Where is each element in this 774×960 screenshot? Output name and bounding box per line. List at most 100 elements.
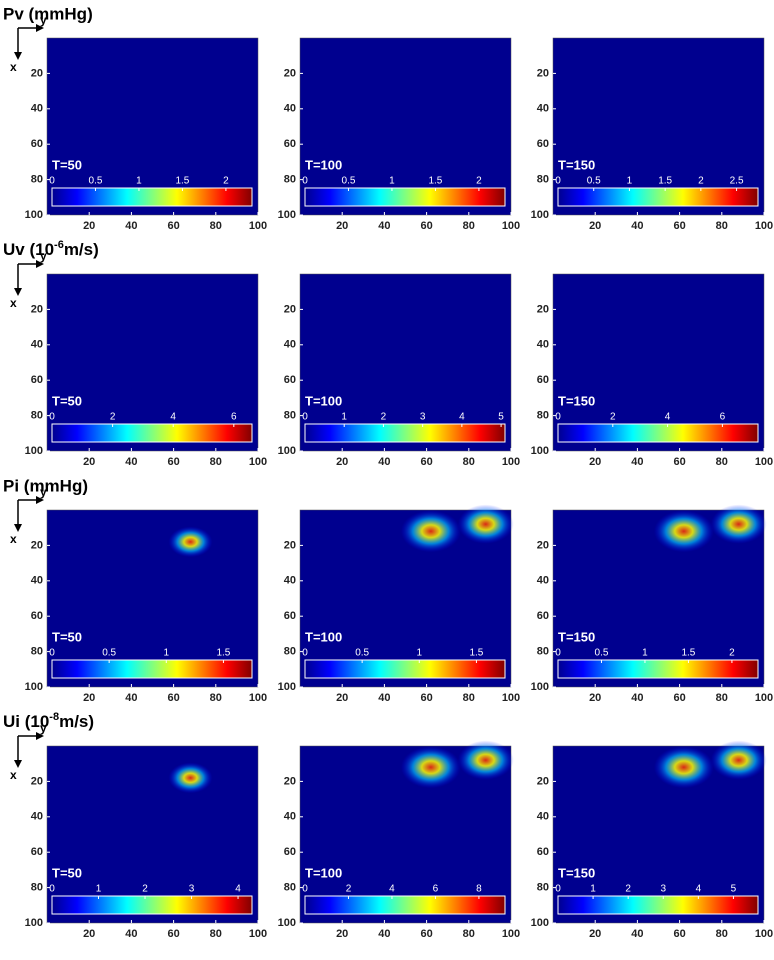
y-tick-label: 100 [531,917,549,929]
y-tick-label: 40 [31,811,43,823]
panel-label: T=150 [558,157,595,172]
x-tick-label: 40 [378,692,390,704]
x-tick-label: 100 [755,928,773,940]
colorbar-tick-label: 1 [417,648,423,659]
colorbar-tick-label: 0.5 [342,176,356,187]
x-tick-label: 40 [378,220,390,232]
axis-label: x [10,60,17,74]
colorbar-tick-label: 1 [590,884,596,895]
title-text: m/s) [64,240,99,259]
y-tick-label: 20 [284,539,296,551]
arrow-head [14,760,22,768]
y-tick-label: 40 [284,575,296,587]
y-tick-label: 40 [537,811,549,823]
x-tick-label: 60 [673,928,685,940]
x-tick-label: 40 [631,456,643,468]
colorbar [557,895,759,915]
x-tick-label: 40 [125,456,137,468]
y-tick-label: 40 [31,339,43,351]
x-tick-label: 60 [673,220,685,232]
y-tick-label: 100 [25,681,43,693]
y-tick-label: 80 [31,410,43,422]
x-tick-label: 100 [755,220,773,232]
title-text: Ui (10 [3,712,49,731]
colorbar-tick-label: 1.5 [428,176,442,187]
colorbar-tick-label: 3 [189,884,195,895]
y-tick-label: 100 [278,445,296,457]
y-tick-label: 60 [537,610,549,622]
colorbar-tick-label: 2 [142,884,148,895]
axis-label: y [40,249,47,263]
colorbar [557,659,759,679]
title-text: Uv (10 [3,240,54,259]
x-tick-label: 100 [249,692,267,704]
x-tick-label: 60 [167,220,179,232]
y-tick-label: 60 [31,374,43,386]
colorbar-tick-label: 2 [476,176,482,187]
y-tick-label: 100 [25,917,43,929]
y-tick-label: 80 [284,882,296,894]
row-title: Uv (10-6m/s) [3,239,99,260]
colorbar-tick-label: 4 [665,412,671,423]
y-tick-label: 100 [278,681,296,693]
x-tick-label: 100 [502,456,520,468]
x-tick-label: 60 [167,928,179,940]
colorbar [557,423,759,443]
y-tick-label: 40 [284,103,296,115]
colorbar-tick-label: 1 [627,176,633,187]
arrow-head [36,260,44,268]
colorbar-tick-label: 2 [729,648,735,659]
colorbar-tick-label: 0 [49,884,55,895]
axis-label: y [40,13,47,27]
x-tick-label: 60 [420,928,432,940]
x-tick-label: 100 [755,456,773,468]
panel-label: T=100 [305,393,342,408]
colorbar [51,659,253,679]
colorbar-tick-label: 2 [625,884,631,895]
x-tick-label: 40 [631,220,643,232]
x-tick-label: 100 [755,692,773,704]
hotspot [457,740,514,780]
panel-label: T=50 [52,629,82,644]
x-tick-label: 80 [716,220,728,232]
colorbar [557,187,759,207]
x-tick-label: 20 [589,220,601,232]
colorbar-tick-label: 3 [420,412,426,423]
x-tick-label: 100 [249,928,267,940]
y-tick-label: 40 [284,811,296,823]
x-tick-label: 80 [210,692,222,704]
colorbar-tick-label: 0 [49,176,55,187]
x-tick-label: 20 [336,220,348,232]
hotspot [653,746,714,789]
panel-label: T=50 [52,157,82,172]
x-tick-label: 20 [83,220,95,232]
colorbar-tick-label: 2 [610,412,616,423]
y-tick-label: 20 [284,67,296,79]
y-tick-label: 60 [537,374,549,386]
heatmap [46,37,259,216]
colorbar-tick-label: 8 [476,884,482,895]
x-tick-label: 20 [336,692,348,704]
x-tick-label: 80 [463,692,475,704]
hotspot [168,526,213,558]
x-tick-label: 20 [336,456,348,468]
colorbar [51,423,253,443]
x-tick-label: 40 [631,692,643,704]
y-tick-label: 100 [25,445,43,457]
x-tick-label: 40 [125,928,137,940]
x-tick-label: 80 [716,456,728,468]
x-tick-label: 40 [378,928,390,940]
colorbar-tick-label: 2 [110,412,116,423]
colorbar-tick-label: 6 [433,884,439,895]
heatmap [46,273,259,452]
y-tick-label: 20 [31,303,43,315]
x-tick-label: 60 [167,456,179,468]
colorbar-tick-label: 0 [302,412,308,423]
y-tick-label: 40 [284,339,296,351]
colorbar-tick-label: 1.5 [681,648,695,659]
y-tick-label: 80 [537,410,549,422]
y-tick-label: 80 [31,646,43,658]
colorbar-tick-label: 1 [96,884,102,895]
y-tick-label: 80 [284,410,296,422]
